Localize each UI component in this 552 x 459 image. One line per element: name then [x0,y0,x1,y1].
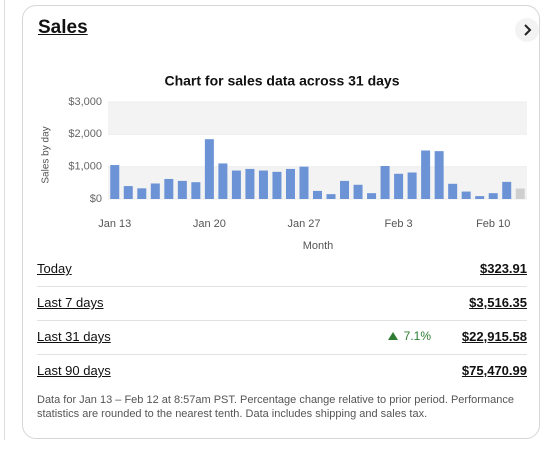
card-title[interactable]: Sales [38,17,88,38]
bar [258,170,268,199]
stat-label[interactable]: Last 7 days [37,295,104,310]
bar [502,181,512,199]
x-tick-label: Jan 27 [287,218,320,230]
bar [434,151,444,199]
stat-value[interactable]: $323.91 [480,261,527,276]
bar [218,163,228,199]
stat-value[interactable]: $22,915.58 [461,329,527,344]
stat-label[interactable]: Last 31 days [37,329,111,344]
bar [177,180,187,199]
sales-card: Sales [22,5,540,439]
x-tick-label: Jan 13 [98,218,131,230]
bar [421,150,431,199]
stat-label[interactable]: Last 90 days [37,363,111,378]
bar [353,184,363,199]
bar [340,180,350,199]
y-tick-label: $0 [90,193,102,205]
bar [313,190,322,199]
bar [394,173,404,199]
x-axis-label: Month [303,240,334,252]
bar [164,178,174,199]
bar [515,188,525,199]
bar [231,170,241,199]
bar [448,183,458,199]
chevron-icon [524,24,532,36]
bar [150,183,160,199]
bar [380,166,390,199]
stat-row: Today $323.91 [37,253,527,287]
bar [285,168,295,199]
y-tick-label: $1,000 [68,161,102,173]
bar [137,188,147,199]
x-tick-label: Jan 20 [193,218,226,230]
open-button[interactable] [515,18,539,42]
bar [367,193,377,199]
bar [204,139,214,199]
bar [488,193,498,199]
bar [272,171,282,199]
neighbor-card-edge [0,0,5,440]
bar [191,182,201,199]
grid-band [108,102,527,135]
y-tick-label: $2,000 [68,128,102,140]
bar [407,172,417,199]
x-tick-label: Feb 3 [385,218,413,230]
chart-title: Chart for sales data across 31 days [164,73,399,89]
bar [299,166,309,199]
bar [461,191,471,199]
bar [326,194,336,199]
bar [110,165,120,199]
stat-value[interactable]: $75,470.99 [461,363,527,378]
bar [245,168,255,199]
stat-row: Last 7 days $3,516.35 [37,287,527,321]
footnote: Data for Jan 13 – Feb 12 at 8:57am PST. … [37,394,514,420]
bar [123,186,133,199]
y-axis-label: Sales by day [41,126,52,183]
stat-change: 7.1% [388,329,431,343]
stat-value[interactable]: $3,516.35 [469,295,527,310]
stat-row: Last 90 days $75,470.99 [37,355,527,388]
stat-row: Last 31 days 7.1% $22,915.58 [37,321,527,355]
stat-label[interactable]: Today [37,261,72,276]
bar [475,196,485,199]
chart: Chart for sales data across 31 days Sale… [41,73,527,252]
x-tick-label: Feb 10 [476,218,510,230]
y-tick-label: $3,000 [68,96,102,108]
